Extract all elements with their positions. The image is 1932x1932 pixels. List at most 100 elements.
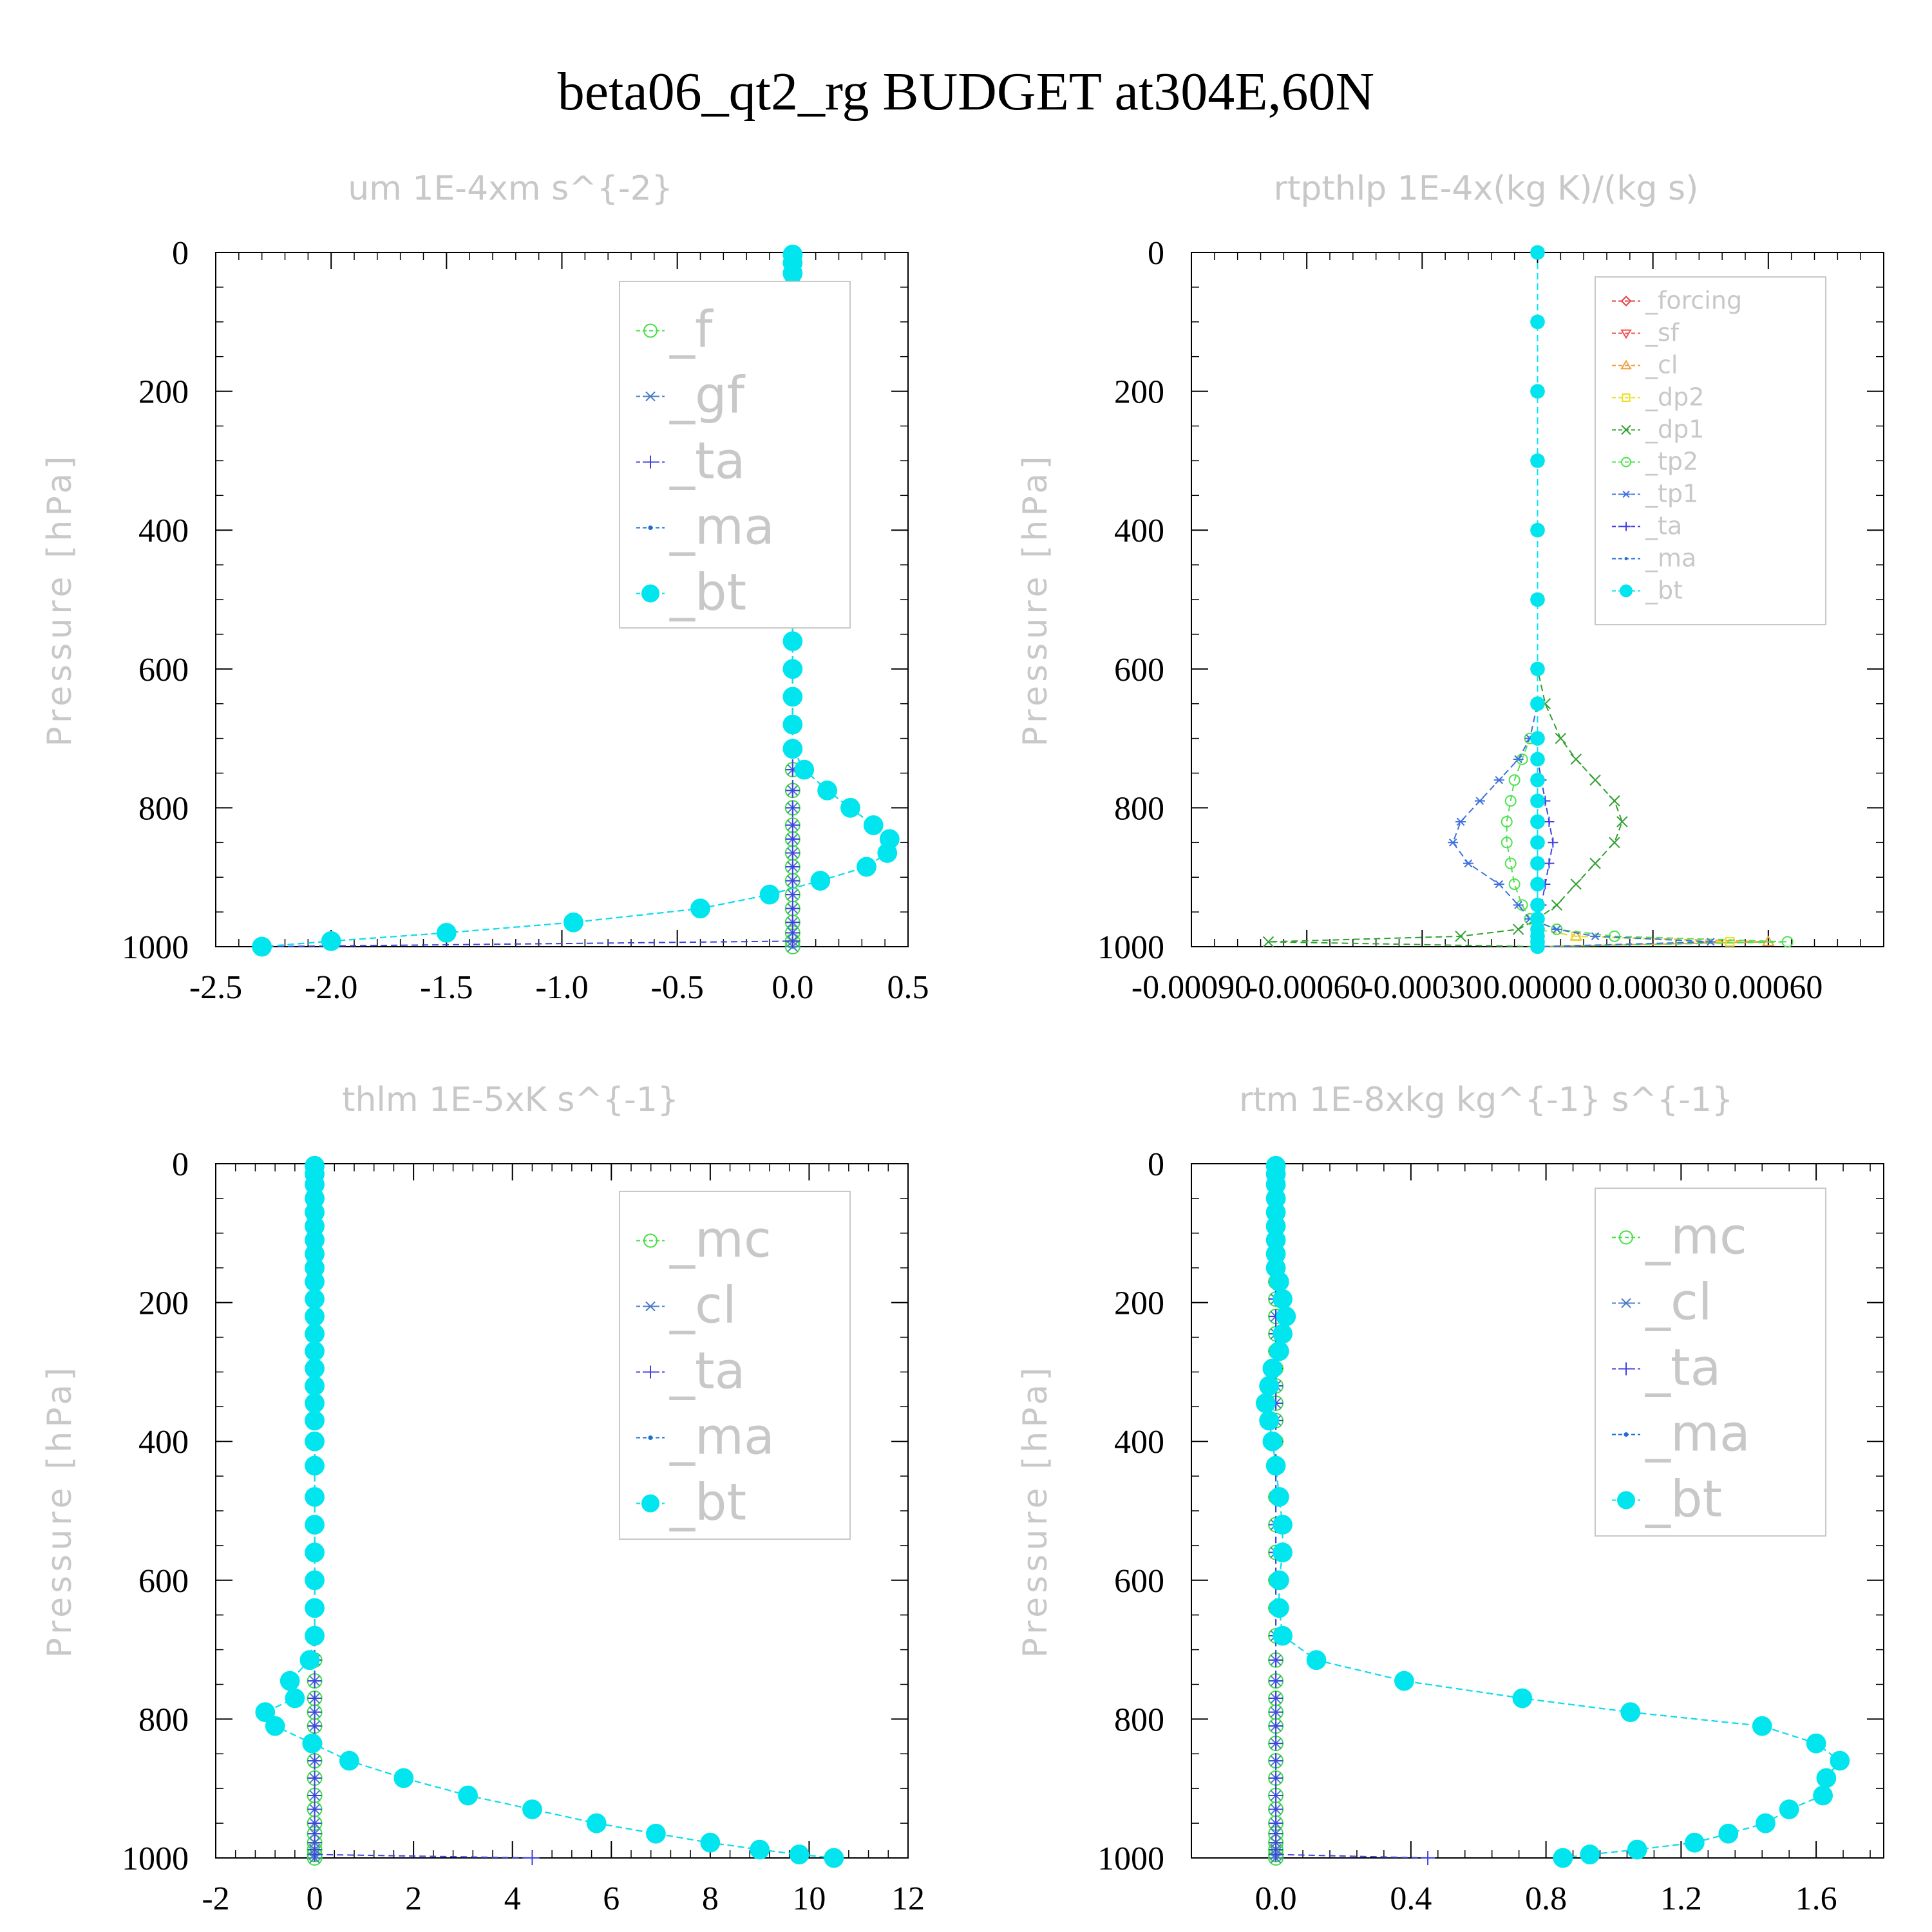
data-point (877, 843, 898, 863)
legend-box (1595, 276, 1826, 625)
data-point (1609, 837, 1620, 849)
data-point (1513, 901, 1524, 909)
legend-label: _ma (669, 1408, 775, 1466)
data-point (1530, 772, 1545, 788)
legend-marker (644, 391, 657, 402)
data-point (307, 1771, 322, 1786)
legend-label: _tp2 (1645, 448, 1698, 476)
y-axis-label: Pressure [hPa] (1016, 1364, 1055, 1658)
data-point (1544, 858, 1555, 869)
data-point (305, 1358, 325, 1379)
data-point (1265, 1455, 1286, 1476)
x-tick-label: -2 (202, 1880, 229, 1917)
y-tick-label: 0 (172, 1146, 189, 1183)
data-point (1530, 314, 1545, 330)
data-point (321, 931, 341, 951)
data-point (1276, 1306, 1296, 1327)
x-tick-label: -0.00090 (1132, 969, 1251, 1006)
y-tick-label: 800 (1114, 1701, 1164, 1738)
legend-box (619, 1191, 851, 1540)
x-tick-label: -1.0 (535, 969, 588, 1006)
data-point (1530, 752, 1545, 767)
data-point (1259, 1410, 1279, 1431)
data-point (1262, 1358, 1283, 1379)
data-point (1269, 1736, 1283, 1751)
data-point (1269, 1653, 1283, 1667)
data-point (1394, 1671, 1414, 1691)
y-tick-label: 400 (138, 1424, 189, 1461)
y-tick-label: 600 (1114, 652, 1164, 688)
data-point (1463, 859, 1473, 867)
data-point (1530, 898, 1545, 913)
data-point (1705, 938, 1716, 946)
legend-marker (1622, 393, 1631, 402)
legend-marker (1621, 457, 1631, 468)
data-point (305, 1455, 325, 1476)
data-point (305, 1393, 325, 1414)
legend-marker (643, 323, 658, 338)
data-point (1830, 1750, 1850, 1771)
data-point (785, 818, 800, 833)
data-point (305, 1306, 325, 1327)
y-tick-label: 200 (1114, 1285, 1164, 1322)
data-point (1816, 1768, 1837, 1788)
data-point (1269, 1847, 1283, 1862)
data-point (1508, 878, 1520, 890)
panel-title: thlm 1E-5xK s^{-1} (342, 1081, 679, 1119)
chart-panel-1: um 1E-4xm s^{-2} Pressure [hPa] 0 200 400 600… (41, 169, 929, 1006)
data-point (458, 1785, 478, 1806)
data-point (305, 1341, 325, 1361)
data-point (305, 1323, 325, 1344)
data-point (1269, 1771, 1283, 1786)
legend-marker (1620, 329, 1632, 339)
data-point (1530, 696, 1545, 711)
chart-panel-4: rtm 1E-8xkg kg^{-1} s^{-1} Pressure [hPa]… (1016, 1081, 1884, 1917)
series-bt (1530, 245, 1545, 954)
data-point (307, 1754, 322, 1768)
data-point (1530, 453, 1545, 468)
legend-marker (648, 1435, 653, 1440)
x-tick-label: -2.5 (189, 969, 242, 1006)
data-point (436, 923, 457, 943)
data-point (1756, 1813, 1776, 1833)
data-point (1306, 1650, 1327, 1671)
data-point (1501, 837, 1513, 849)
legend-box (619, 281, 851, 629)
data-point (1530, 522, 1545, 538)
series-dp1 (1262, 247, 1628, 952)
data-point (1752, 1716, 1772, 1736)
data-point (1262, 1431, 1283, 1452)
data-point (305, 1376, 325, 1396)
panel-title: rtm 1E-8xkg kg^{-1} s^{-1} (1239, 1081, 1733, 1119)
x-tick-label: -2.0 (305, 969, 357, 1006)
data-point (1269, 1754, 1283, 1768)
legend-label: _tp1 (1645, 480, 1698, 508)
data-point (1718, 1823, 1739, 1844)
data-point (1544, 816, 1555, 827)
data-point (646, 1823, 666, 1844)
data-point (1590, 932, 1601, 941)
legend-label: _cl (1645, 351, 1678, 379)
legend-label: _bt (1645, 1470, 1722, 1528)
data-point (1555, 732, 1567, 744)
data-point (1455, 931, 1466, 942)
data-point (1269, 1271, 1289, 1292)
legend-marker (1620, 1362, 1633, 1376)
data-point (1269, 1705, 1283, 1719)
y-tick-label: 400 (1114, 1424, 1164, 1461)
data-point (785, 887, 800, 902)
panels: um 1E-4xm s^{-2}Pressure [hPa]0200400600… (41, 169, 1884, 1917)
data-point (857, 857, 876, 877)
data-point (252, 936, 272, 957)
data-point (1269, 1487, 1289, 1507)
data-point (1530, 661, 1545, 677)
data-point (1530, 793, 1545, 808)
legend: _forcing _sf _cl _dp2 _dp1 _tp2 _tp1 _ta _ma _bt (1595, 276, 1826, 625)
x-tick-label: 0 (307, 1880, 323, 1917)
series-bt (1256, 1155, 1850, 1868)
legend-marker (1621, 424, 1631, 435)
y-tick-label: 600 (1114, 1563, 1164, 1600)
legend-marker (648, 526, 653, 530)
data-point (817, 781, 837, 800)
data-point (299, 1650, 320, 1671)
